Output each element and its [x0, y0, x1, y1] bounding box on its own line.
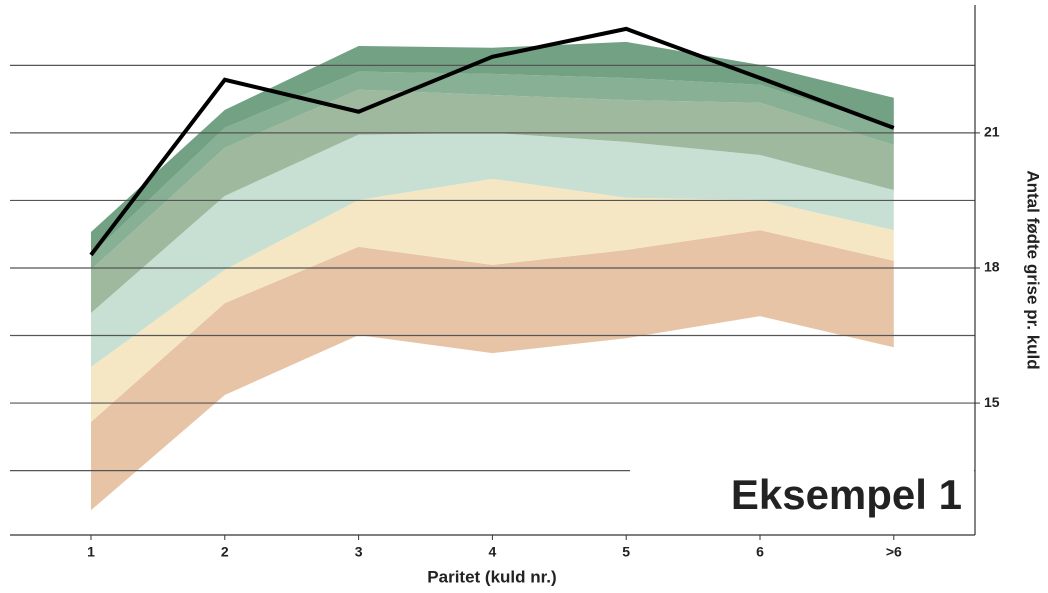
- x-tick-label: 6: [756, 544, 764, 560]
- annotation: Eksempel 1: [731, 471, 962, 518]
- y-tick-label: 21: [984, 124, 1000, 140]
- y-axis-label: Antal fødte grise pr. kuld: [1024, 170, 1043, 369]
- line: [89, 26, 895, 257]
- y-tick-label: 15: [984, 394, 1000, 410]
- x-tick-label: 3: [355, 544, 363, 560]
- annotation-box: [630, 468, 974, 534]
- x-tick-label: 1: [87, 544, 95, 560]
- band: [91, 178, 894, 422]
- band: [91, 89, 894, 314]
- x-axis-label: Paritet (kuld nr.): [427, 567, 556, 586]
- band: [91, 132, 894, 368]
- band: [91, 230, 894, 511]
- y-tick-label: 18: [984, 259, 1000, 275]
- x-tick-label: >6: [886, 544, 902, 560]
- x-tick-label: 4: [489, 544, 497, 560]
- x-tick-label: 5: [622, 544, 630, 560]
- x-tick-label: 2: [221, 544, 229, 560]
